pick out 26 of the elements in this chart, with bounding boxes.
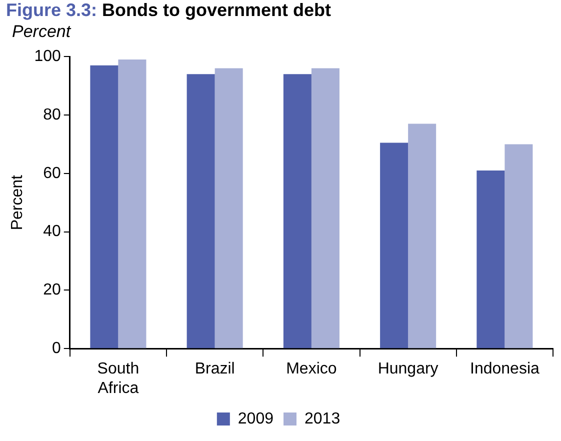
bar bbox=[214, 68, 243, 348]
y-tick-label: 40 bbox=[43, 223, 61, 240]
legend-label: 2009 bbox=[238, 410, 274, 428]
bar bbox=[186, 74, 215, 348]
bar bbox=[380, 142, 408, 348]
y-tick-label: 60 bbox=[43, 164, 61, 182]
bar bbox=[408, 124, 436, 348]
bar bbox=[476, 170, 505, 348]
y-tick-label: 20 bbox=[43, 282, 61, 299]
x-tick-label: Hungary bbox=[378, 360, 438, 378]
chart-subtitle: Percent bbox=[12, 22, 71, 42]
x-tick-label: Brazil bbox=[194, 360, 235, 378]
y-tick-label: 0 bbox=[52, 340, 61, 358]
y-tick-label: 100 bbox=[34, 48, 61, 66]
bar bbox=[311, 68, 340, 348]
chart-title: Figure 3.3: Bonds to government debt bbox=[6, 0, 332, 21]
bar bbox=[90, 65, 118, 348]
x-tick-label: South Africa bbox=[97, 360, 140, 397]
legend-label: 2013 bbox=[304, 410, 340, 428]
y-tick-label: 80 bbox=[43, 106, 61, 124]
bar bbox=[283, 74, 312, 348]
x-tick-label: Mexico bbox=[286, 360, 337, 378]
bar bbox=[118, 60, 146, 348]
y-axis-title: Percent bbox=[9, 174, 26, 230]
bar bbox=[504, 144, 533, 348]
x-tick-label: Indonesia bbox=[470, 360, 540, 378]
